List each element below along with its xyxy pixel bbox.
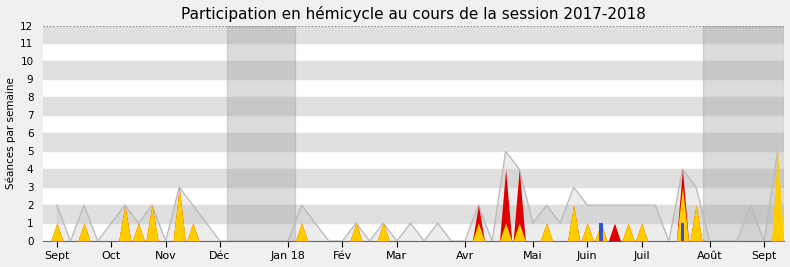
Title: Participation en hémicycle au cours de la session 2017-2018: Participation en hémicycle au cours de l… (182, 6, 646, 22)
Bar (43, 169, 784, 187)
Bar (43, 97, 784, 115)
Bar (227, 26, 295, 241)
Bar (43, 26, 784, 44)
Y-axis label: Séances par semaine: Séances par semaine (6, 77, 16, 189)
Bar (43, 61, 784, 79)
Bar (703, 26, 784, 241)
Bar (43, 133, 784, 151)
Bar (599, 223, 603, 241)
Bar (681, 223, 684, 241)
Bar (43, 205, 784, 223)
